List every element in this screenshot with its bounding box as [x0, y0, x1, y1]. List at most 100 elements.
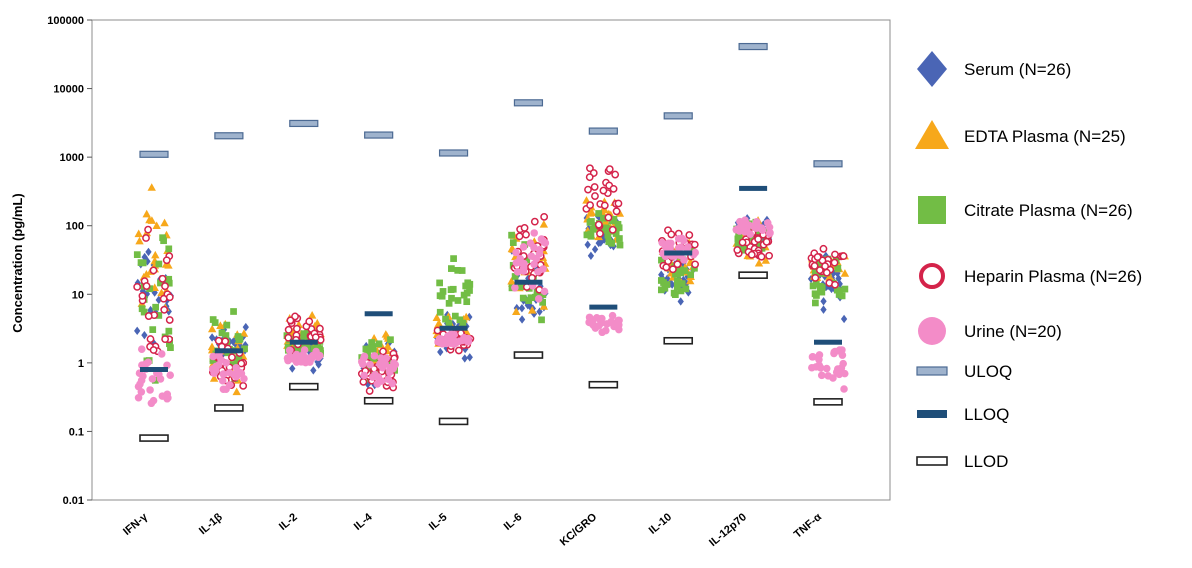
data-point	[669, 265, 677, 274]
data-point	[810, 261, 819, 270]
data-point	[534, 295, 543, 303]
data-point	[585, 173, 594, 182]
uloq-bar	[364, 131, 394, 139]
data-point	[165, 327, 173, 335]
data-point	[165, 275, 173, 283]
data-point	[595, 321, 603, 330]
data-point	[765, 251, 774, 260]
data-point	[284, 333, 293, 342]
data-point	[605, 165, 614, 174]
data-point	[151, 250, 160, 259]
data-point	[657, 286, 665, 294]
data-point	[600, 201, 609, 210]
data-point	[149, 346, 158, 354]
data-point	[679, 236, 688, 245]
data-point	[584, 240, 591, 249]
data-point	[292, 324, 301, 333]
data-point	[755, 223, 763, 231]
data-point	[464, 337, 473, 346]
data-point	[820, 305, 827, 314]
data-point	[614, 220, 622, 228]
data-point	[222, 385, 230, 394]
data-point	[284, 325, 293, 334]
data-point	[516, 258, 524, 267]
data-point	[141, 330, 148, 340]
data-point	[590, 183, 599, 191]
data-point	[604, 213, 613, 222]
data-point	[591, 192, 599, 200]
data-point	[307, 311, 317, 319]
data-point	[461, 354, 468, 363]
data-point	[451, 312, 459, 320]
data-point	[539, 220, 549, 228]
data-point	[734, 225, 742, 233]
data-point	[741, 228, 749, 236]
data-point	[454, 266, 462, 274]
data-point	[454, 297, 462, 304]
data-point	[587, 251, 595, 260]
data-point	[527, 252, 536, 260]
llod-bar	[363, 396, 394, 405]
y-tick-label: 100000	[47, 15, 84, 27]
data-point	[610, 215, 618, 223]
data-point	[519, 267, 528, 275]
data-point	[508, 231, 515, 239]
data-point	[222, 332, 230, 339]
data-point	[378, 363, 387, 372]
data-point	[165, 279, 173, 287]
data-point	[148, 375, 157, 383]
data-point	[286, 352, 294, 361]
data-point	[134, 326, 141, 336]
data-point	[830, 258, 839, 267]
lloq-bar	[739, 185, 768, 191]
data-point	[214, 336, 223, 345]
data-point	[136, 380, 144, 389]
data-point	[138, 291, 147, 300]
uloq-bar	[738, 42, 768, 51]
data-point	[595, 315, 604, 323]
legend-marker	[919, 263, 945, 289]
uloq-bar	[214, 132, 244, 140]
llod-bar	[214, 404, 244, 412]
data-point	[312, 347, 320, 356]
lloq-bar	[289, 339, 318, 345]
data-point	[207, 324, 217, 333]
data-point	[658, 256, 665, 264]
data-point	[754, 258, 764, 267]
data-point	[439, 288, 447, 295]
data-point	[142, 234, 150, 242]
data-point	[812, 299, 819, 307]
data-point	[757, 252, 766, 261]
data-point	[432, 313, 441, 322]
data-point	[512, 248, 520, 257]
data-point	[821, 262, 829, 271]
data-point	[588, 218, 595, 225]
data-point	[817, 371, 826, 380]
data-point	[387, 336, 394, 344]
plot-frame	[91, 19, 891, 501]
data-point	[657, 277, 665, 284]
data-point	[133, 282, 142, 291]
data-point	[242, 322, 249, 332]
data-point	[540, 287, 549, 296]
data-point	[540, 238, 548, 247]
data-point	[535, 249, 544, 258]
data-point	[667, 230, 676, 239]
data-point	[809, 353, 817, 361]
data-point	[673, 260, 682, 269]
data-point	[163, 394, 171, 403]
data-point	[292, 350, 301, 359]
data-point	[812, 280, 820, 288]
lloq-bar	[814, 339, 842, 345]
data-point	[691, 260, 699, 269]
data-point	[591, 245, 599, 254]
data-point	[511, 273, 519, 280]
data-point	[817, 284, 824, 292]
data-point	[813, 292, 820, 299]
uloq-bar	[438, 149, 469, 157]
uloq-bar	[139, 150, 169, 158]
data-point	[448, 294, 455, 302]
reference-lloq	[140, 185, 842, 373]
data-point	[466, 312, 473, 322]
